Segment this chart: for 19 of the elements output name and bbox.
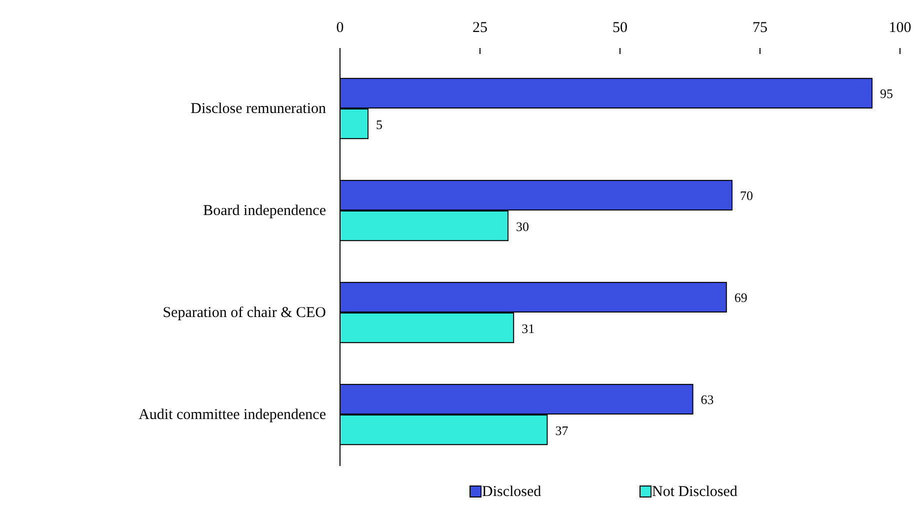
data-label: 95 — [880, 86, 893, 102]
data-label: 30 — [516, 218, 529, 234]
data-label: 37 — [555, 422, 569, 438]
y-tick-label: Separation of chair & CEO — [162, 305, 326, 321]
legend-label: Disclosed — [482, 484, 542, 500]
data-label: 69 — [734, 290, 748, 306]
data-label: 70 — [740, 188, 753, 204]
data-label: 63 — [700, 392, 714, 408]
legend-label: Not Disclosed — [652, 484, 738, 500]
x-tick-label: 0 — [336, 20, 344, 36]
data-label: 5 — [376, 116, 382, 132]
y-tick-label: Audit committee independence — [138, 407, 326, 423]
x-tick-label: 50 — [612, 20, 628, 36]
y-tick-label: Board independence — [203, 203, 326, 219]
data-label: 31 — [522, 320, 535, 336]
y-tick-label: Disclose remuneration — [190, 101, 326, 117]
x-tick-label: 100 — [888, 20, 912, 36]
x-tick-label: 75 — [752, 20, 768, 36]
x-tick-label: 25 — [472, 20, 488, 36]
